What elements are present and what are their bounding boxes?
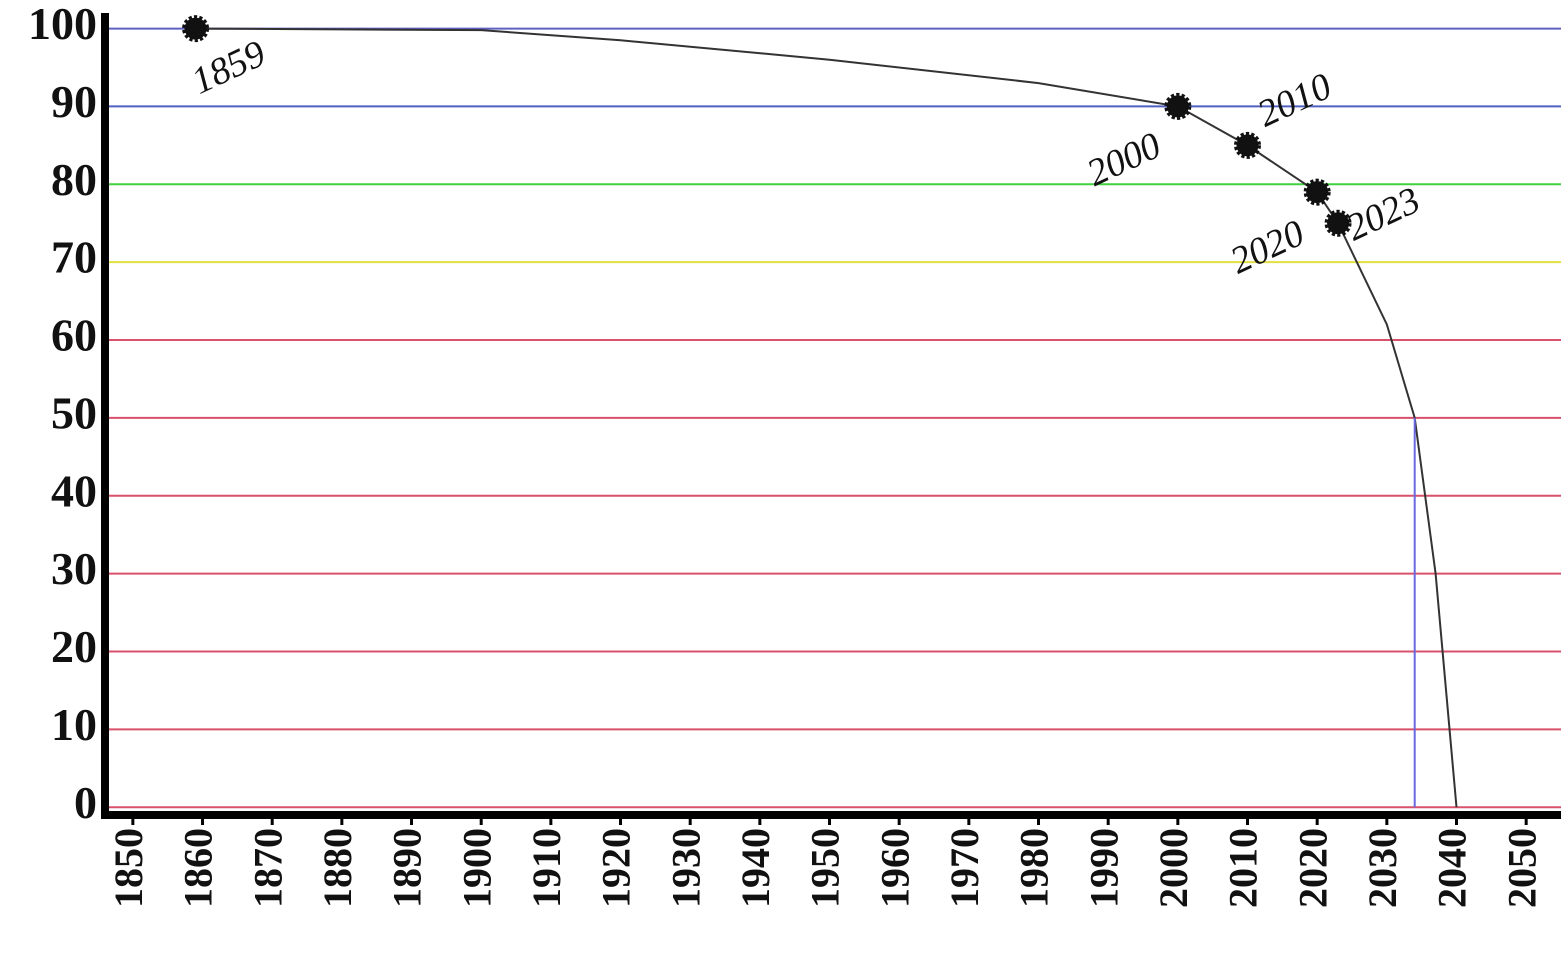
x-tick-label: 2010 <box>1221 828 1266 908</box>
y-tick-label: 50 <box>51 387 97 438</box>
y-tick-label: 70 <box>51 232 97 283</box>
y-tick-label: 20 <box>51 621 97 672</box>
point <box>1303 178 1331 206</box>
y-tick-label: 30 <box>51 543 97 594</box>
y-tick-label: 100 <box>28 0 97 49</box>
y-tick-label: 90 <box>51 76 97 127</box>
point <box>182 15 210 43</box>
x-tick-label: 1910 <box>524 828 569 908</box>
x-tick-label: 1850 <box>106 828 151 908</box>
x-tick-label: 2020 <box>1290 828 1335 908</box>
y-tick-label: 60 <box>51 310 97 361</box>
x-tick-label: 1950 <box>803 828 848 908</box>
point-label: 2020 <box>1224 212 1311 282</box>
x-tick-label: 2050 <box>1499 828 1544 908</box>
x-tick-label: 1930 <box>663 828 708 908</box>
point-label: 2023 <box>1340 179 1427 249</box>
x-tick-label: 1900 <box>454 828 499 908</box>
y-tick-label: 80 <box>51 154 97 205</box>
x-tick-label: 1960 <box>872 828 917 908</box>
point <box>1164 92 1192 120</box>
y-tick-label: 10 <box>51 699 97 750</box>
x-tick-label: 2040 <box>1430 828 1475 908</box>
y-tick-label: 40 <box>51 465 97 516</box>
x-tick-label: 2030 <box>1360 828 1405 908</box>
y-tick-label: 0 <box>74 777 97 828</box>
x-tick-label: 1920 <box>594 828 639 908</box>
trend-curve <box>195 27 1458 808</box>
point-label: 2010 <box>1251 65 1338 135</box>
x-tick-label: 1860 <box>176 828 221 908</box>
x-tick-label: 1870 <box>245 828 290 908</box>
x-tick-label: 1970 <box>942 828 987 908</box>
point <box>1324 209 1352 237</box>
x-tick-label: 1980 <box>1012 828 1057 908</box>
point <box>1234 131 1262 159</box>
x-tick-label: 1940 <box>733 828 778 908</box>
x-tick-label: 1990 <box>1081 828 1126 908</box>
x-tick-label: 2000 <box>1151 828 1196 908</box>
x-tick-label: 1880 <box>315 828 360 908</box>
x-tick-label: 1890 <box>385 828 430 908</box>
point-label: 1859 <box>185 32 272 102</box>
